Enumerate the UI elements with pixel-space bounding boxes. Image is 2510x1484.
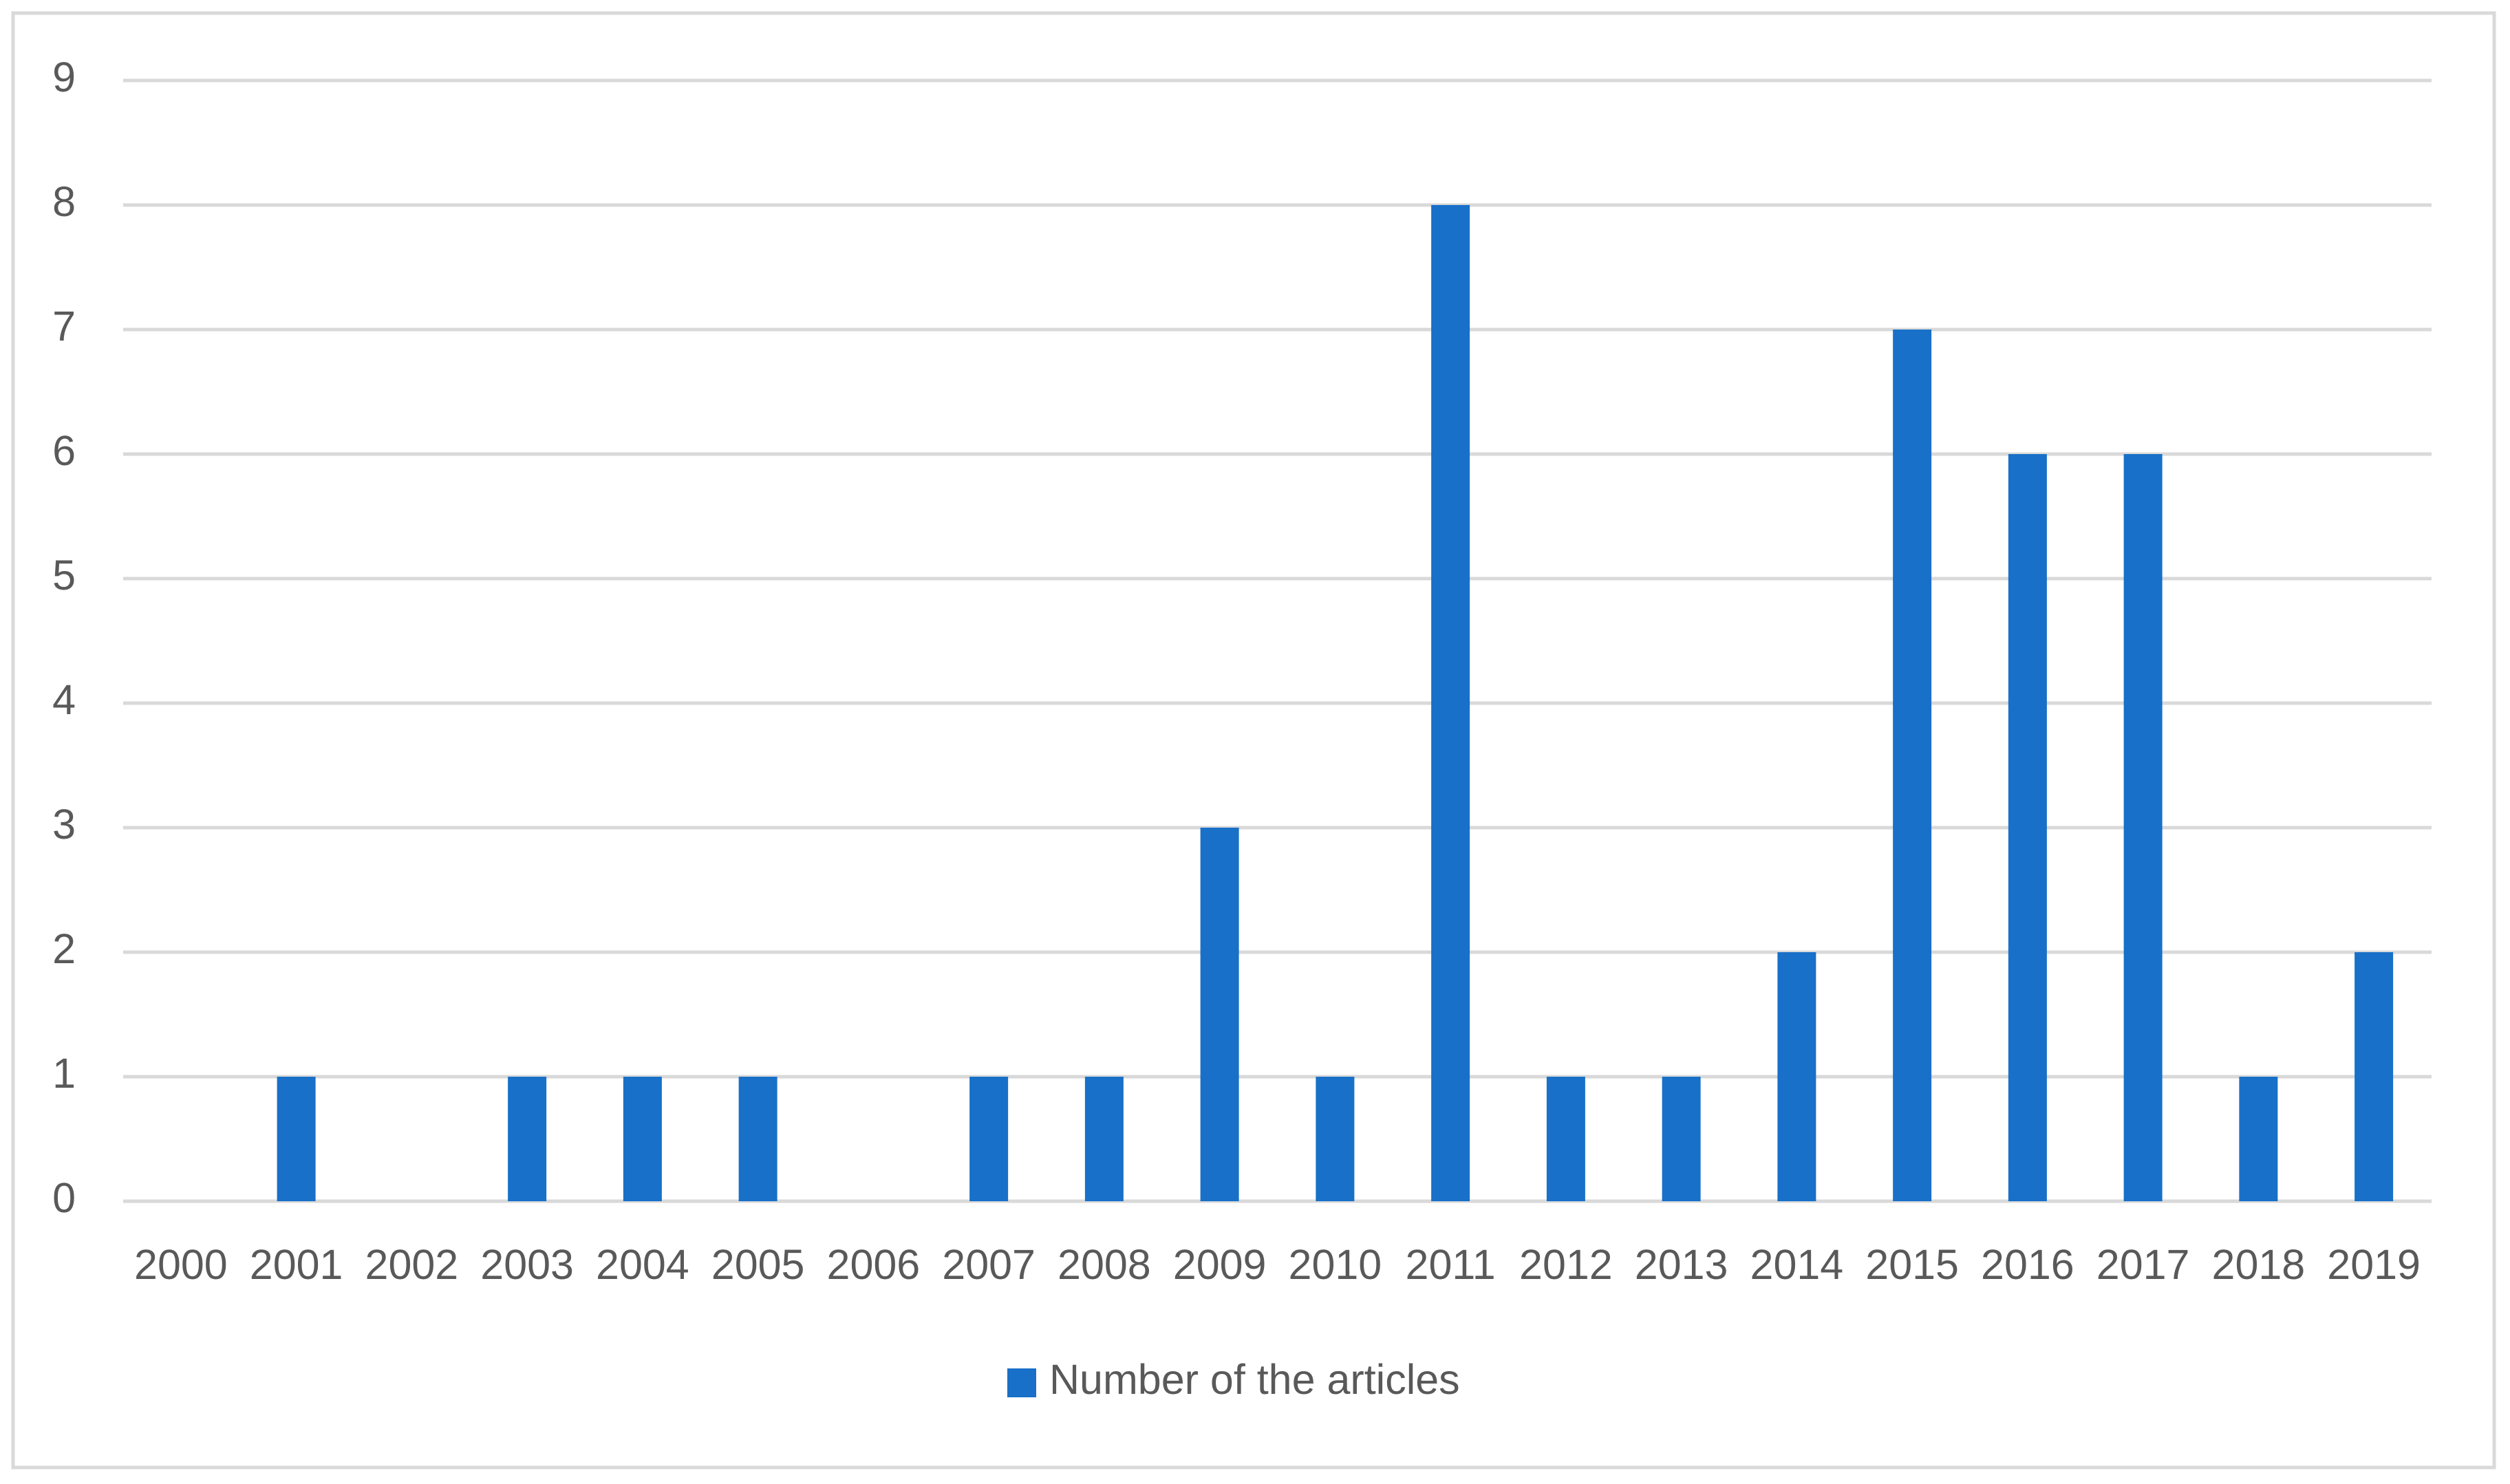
x-tick-label: 2016	[1981, 1241, 2074, 1288]
legend-swatch	[1007, 1368, 1036, 1397]
x-tick-label: 2008	[1058, 1241, 1151, 1288]
x-tick-label: 2005	[711, 1241, 805, 1288]
bar	[623, 1077, 662, 1201]
x-tick-label: 2011	[1406, 1241, 1496, 1288]
chart-frame	[11, 11, 2496, 1470]
x-tick-label: 2018	[2212, 1241, 2306, 1288]
y-tick-label: 3	[52, 801, 76, 848]
x-tick-label: 2004	[596, 1241, 689, 1288]
y-tick-label: 0	[52, 1174, 76, 1221]
bar	[1084, 1077, 1124, 1201]
y-tick-label: 6	[52, 427, 76, 474]
bar	[969, 1077, 1009, 1201]
bar	[2008, 454, 2047, 1201]
y-tick-label: 5	[52, 552, 76, 599]
bar	[1431, 205, 1470, 1201]
bar	[1200, 828, 1239, 1201]
y-tick-label: 4	[52, 676, 76, 723]
x-tick-label: 2002	[365, 1241, 459, 1288]
y-tick-label: 8	[52, 178, 76, 225]
x-tick-label: 2015	[1865, 1241, 1959, 1288]
legend-label: Number of the articles	[1049, 1356, 1460, 1403]
x-tick-label: 2009	[1173, 1241, 1267, 1288]
x-tick-label: 2001	[250, 1241, 343, 1288]
bar	[1777, 952, 1816, 1201]
y-tick-label: 7	[52, 303, 76, 350]
x-tick-label: 2000	[134, 1241, 228, 1288]
bar	[508, 1077, 547, 1201]
y-tick-label: 1	[52, 1050, 76, 1097]
bar	[277, 1077, 316, 1201]
x-tick-label: 2017	[2096, 1241, 2190, 1288]
bar	[1893, 330, 1932, 1201]
bar	[2239, 1077, 2278, 1201]
bar	[2355, 952, 2394, 1201]
y-tick-label: 9	[52, 54, 76, 100]
x-tick-label: 2003	[480, 1241, 574, 1288]
x-tick-label: 2006	[827, 1241, 921, 1288]
bar	[1316, 1077, 1355, 1201]
x-tick-label: 2010	[1289, 1241, 1382, 1288]
x-tick-label: 2013	[1635, 1241, 1728, 1288]
x-tick-label: 2014	[1750, 1241, 1844, 1288]
bar	[1662, 1077, 1701, 1201]
x-tick-label: 2007	[942, 1241, 1036, 1288]
x-tick-label: 2019	[2327, 1241, 2421, 1288]
bar	[738, 1077, 777, 1201]
y-tick-label: 2	[52, 925, 76, 972]
bar	[1546, 1077, 1585, 1201]
x-tick-label: 2012	[1519, 1241, 1613, 1288]
bar	[2123, 454, 2163, 1201]
